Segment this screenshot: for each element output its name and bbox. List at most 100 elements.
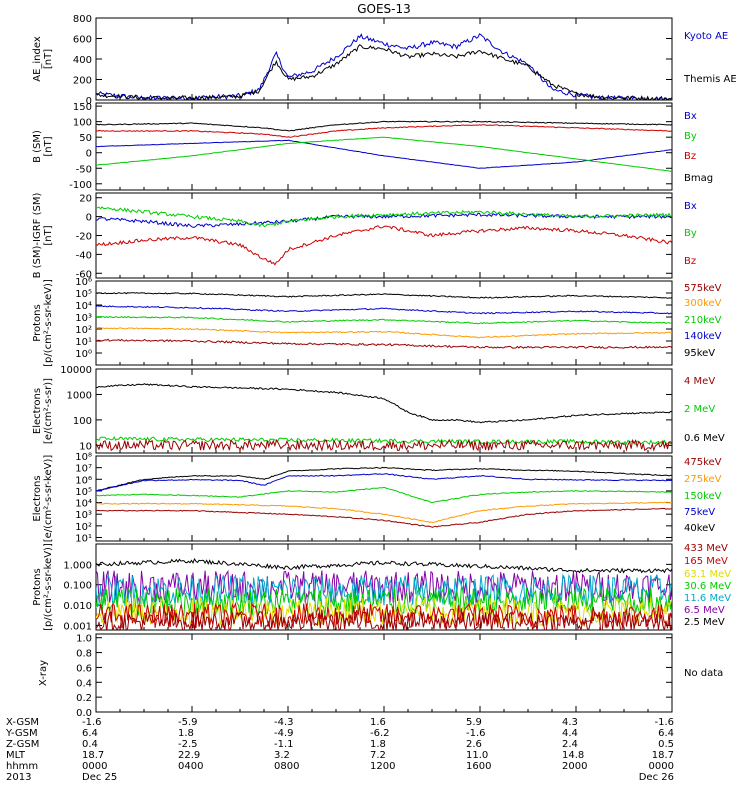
legend-by: By — [684, 131, 697, 142]
ephemeris-value: 1.8 — [178, 728, 194, 739]
legend-2-5-mev: 2.5 MeV — [684, 617, 725, 628]
y-tick-label: -60 — [76, 269, 92, 280]
ephemeris-value: 2.4 — [562, 739, 578, 750]
ephemeris-value: 18.7 — [652, 750, 674, 761]
ephemeris-row-label: MLT — [6, 750, 26, 761]
series-line-275kev — [96, 501, 672, 523]
ephemeris-value: 1200 — [370, 761, 395, 772]
panel-frame — [95, 102, 673, 191]
y-tick-label: 1.0 — [76, 634, 92, 645]
legend-165-mev: 165 MeV — [684, 556, 728, 567]
y-tick-label: -20 — [76, 232, 92, 243]
y-tick-label: 10² — [75, 325, 92, 336]
ephemeris-value: 1.6 — [370, 717, 386, 728]
y-tick-label: 0 — [86, 149, 92, 160]
panel-8: 0.0 0.2 0.4 0.6 0.8 1.0 X-ray No data — [38, 633, 723, 719]
series-line-11-6-mev — [96, 572, 672, 609]
ephemeris-value: 0000 — [649, 761, 674, 772]
ephemeris-value: 7.2 — [370, 750, 386, 761]
y-tick-label: 10 — [79, 441, 92, 452]
series-line-bx — [96, 139, 672, 169]
legend-475kev: 475keV — [684, 457, 722, 468]
y-tick-label: 50 — [79, 133, 92, 144]
legend-no-data: No data — [684, 668, 723, 679]
y-axis-label: [e/(cm²-s-sr)] — [43, 378, 54, 444]
y-tick-label: 100 — [73, 416, 92, 427]
ephemeris-value: 14.8 — [562, 750, 584, 761]
y-tick-label: 0.001 — [63, 621, 92, 632]
ephemeris-value: -1.6 — [82, 717, 102, 728]
y-axis-label: X-ray — [38, 660, 49, 686]
ephemeris-value: 18.7 — [82, 750, 104, 761]
series-line-0-6-mev — [96, 383, 672, 424]
legend-140kev: 140keV — [684, 331, 722, 342]
series-line-kyoto-ae — [96, 33, 669, 100]
y-tick-label: 20 — [79, 194, 92, 205]
y-tick-label: 10⁸ — [75, 452, 92, 463]
y-tick-label: -50 — [76, 164, 92, 175]
y-axis-label: [nT] — [43, 136, 54, 156]
y-tick-label: 200 — [73, 76, 92, 87]
panel-frame — [95, 455, 673, 542]
ephemeris-value: -4.9 — [274, 728, 294, 739]
panel-1: 0 200 400 600 800 AE_index [nT] Kyoto AE Themis … — [32, 14, 737, 107]
y-axis-label: Protons — [32, 304, 43, 341]
series-line-by — [96, 136, 672, 173]
y-tick-label: 10⁶ — [75, 277, 92, 288]
y-tick-label: 10³ — [75, 313, 92, 324]
series-line-575kev — [96, 338, 672, 349]
ephemeris-value: 0800 — [274, 761, 299, 772]
y-axis-label: Protons — [32, 568, 43, 605]
legend-4-mev: 4 MeV — [684, 376, 715, 387]
y-tick-label: 10⁴ — [75, 301, 92, 312]
legend-bz: Bz — [684, 151, 696, 162]
y-tick-label: 800 — [73, 14, 92, 25]
y-tick-label: 1000 — [67, 390, 92, 401]
ephemeris-row-label: X-GSM — [6, 717, 39, 728]
legend-bx: Bx — [684, 201, 697, 212]
y-tick-label: -100 — [69, 180, 92, 191]
ephemeris-row-label: hhmm — [6, 761, 38, 772]
chart-title: GOES-13 — [357, 2, 411, 16]
y-tick-label: 0 — [86, 213, 92, 224]
ephemeris-value: -1.1 — [274, 739, 294, 750]
y-tick-label: 10¹ — [75, 533, 92, 544]
series-line-150kev — [96, 486, 672, 504]
legend-themis-ae: Themis AE — [683, 74, 737, 85]
y-axis-label: [nT] — [43, 49, 54, 69]
legend-210kev: 210keV — [684, 315, 722, 326]
panel-frame — [95, 633, 673, 713]
y-tick-label: 10⁴ — [75, 499, 92, 510]
panel-3: -60 -40 -20 0 20 B (SM)-IGRF (SM) [nT] Bx By Bz — [32, 192, 697, 280]
y-tick-label: -40 — [76, 250, 92, 261]
y-axis-label: Electrons — [32, 388, 43, 434]
ephemeris-value: Dec 26 — [639, 772, 674, 783]
series-line-40kev — [96, 466, 672, 492]
ephemeris-value: 3.2 — [274, 750, 290, 761]
y-axis-label: Electrons — [32, 475, 43, 521]
y-tick-label: 10⁰ — [75, 349, 92, 360]
ephemeris-value: -6.2 — [370, 728, 390, 739]
panel-5: 10 100 1000 10000 Electrons [e/(cm²-s-sr)] 4 M… — [32, 365, 725, 454]
ephemeris-value: 2000 — [562, 761, 587, 772]
series-line-140kev — [96, 305, 672, 315]
series-line-bmag — [96, 120, 672, 132]
ephemeris-row-label: Z-GSM — [6, 739, 39, 750]
panel-7: 0.001 0.010 0.100 1.000 Protons [p/(cm²-s-sr-… — [32, 543, 731, 632]
ephemeris-row-label: 2013 — [6, 772, 31, 783]
ephemeris-value: 1.8 — [370, 739, 386, 750]
ephemeris-table: X-GSMY-GSMZ-GSMMLThhmm2013-1.66.40.418.7… — [5, 717, 674, 783]
legend-575kev: 575keV — [684, 283, 722, 294]
y-tick-label: 0.100 — [63, 581, 92, 592]
ephemeris-value: 4.4 — [562, 728, 578, 739]
ephemeris-value: 1600 — [466, 761, 491, 772]
y-tick-label: 10⁶ — [75, 475, 92, 486]
legend-bz: Bz — [684, 256, 696, 267]
ephemeris-value: 4.3 — [562, 717, 578, 728]
legend-by: By — [684, 228, 697, 239]
ephemeris-value: 0.5 — [658, 739, 674, 750]
legend-95kev: 95keV — [684, 348, 715, 359]
y-tick-label: 1.000 — [63, 560, 92, 571]
ephemeris-value: -1.6 — [654, 717, 674, 728]
